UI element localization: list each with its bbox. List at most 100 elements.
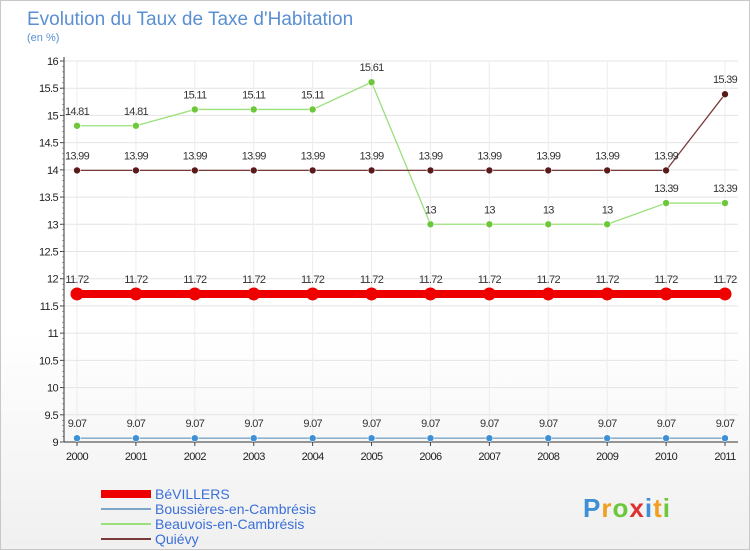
- series-2: 14.81 14.81 15.11 15.11 15.11 15.61 13 13 13 13 13…: [65, 62, 738, 229]
- data-label: 11.72: [478, 274, 502, 286]
- data-label: 9.07: [186, 418, 205, 430]
- x-tick-label: 2009: [596, 451, 619, 463]
- data-label: 11.72: [65, 274, 89, 286]
- data-point: [544, 166, 553, 175]
- y-tick-label: 12.5: [39, 247, 58, 259]
- data-label: 15.11: [183, 89, 207, 101]
- data-label: 15.39: [713, 74, 738, 86]
- legend-label: BéVILLERS: [155, 486, 230, 502]
- logo-letter: i: [645, 493, 653, 523]
- data-point: [188, 287, 202, 301]
- data-point: [721, 434, 729, 442]
- data-label: 9.07: [539, 418, 558, 430]
- data-point: [426, 220, 435, 229]
- series-layer: 9.07 9.07 9.07 9.07 9.07 9.07 9.07 9.07 9.07 9.07…: [65, 62, 738, 442]
- legend-label: Beauvois-en-Cambrésis: [155, 516, 304, 532]
- data-label: 13.99: [536, 150, 561, 162]
- data-point: [485, 434, 494, 442]
- data-point: [73, 166, 81, 175]
- data-label: 15.11: [301, 89, 325, 101]
- series-line: [77, 81, 725, 225]
- data-label: 13: [543, 204, 554, 216]
- data-point: [721, 199, 729, 207]
- logo-letter: x: [629, 493, 644, 523]
- data-label: 11.72: [537, 274, 561, 286]
- y-tick-label: 12: [47, 274, 59, 286]
- data-point: [367, 166, 376, 175]
- data-label: 13.99: [65, 150, 90, 162]
- data-label: 13: [602, 204, 613, 216]
- data-label: 11.72: [301, 274, 325, 286]
- data-point: [308, 166, 317, 175]
- data-point: [132, 166, 140, 175]
- data-point: [603, 220, 611, 229]
- data-label: 13: [484, 204, 495, 216]
- series-3: 13.99 13.99 13.99 13.99 13.99 13.99 13.99 13.99…: [65, 74, 738, 175]
- y-tick-label: 9.5: [45, 410, 59, 422]
- data-point: [249, 105, 258, 114]
- data-point: [662, 434, 670, 442]
- y-tick-label: 14.5: [39, 138, 58, 150]
- axes: 9 9.5 10 10.5 11 11.5 12 12.5 13 13.5 14 14.5 15 15.5…: [39, 56, 738, 463]
- data-label: 9.07: [480, 418, 499, 430]
- x-tick-label: 2011: [714, 451, 736, 463]
- data-point: [306, 287, 320, 301]
- data-point: [485, 166, 494, 175]
- data-label: 11.72: [242, 274, 266, 286]
- data-point: [308, 434, 317, 442]
- data-point: [247, 287, 261, 301]
- data-point: [308, 105, 317, 114]
- data-label: 9.07: [716, 418, 735, 430]
- data-point: [544, 434, 553, 442]
- data-label: 13.99: [360, 150, 385, 162]
- data-point: [426, 166, 435, 175]
- data-label: 13.39: [713, 183, 738, 195]
- x-tick-label: 2005: [361, 451, 384, 463]
- y-tick-label: 13.5: [39, 192, 58, 204]
- data-point: [718, 287, 732, 301]
- data-point: [73, 121, 81, 130]
- data-point: [423, 287, 437, 301]
- data-label: 9.07: [362, 418, 381, 430]
- y-tick-label: 10: [47, 383, 59, 395]
- data-label: 13.99: [654, 150, 679, 162]
- data-point: [249, 166, 258, 175]
- series-line: [77, 93, 726, 172]
- y-tick-label: 15: [47, 110, 59, 122]
- y-tick-label: 13: [47, 219, 59, 231]
- data-label: 11.72: [596, 274, 620, 286]
- logo-letter: i: [663, 493, 671, 523]
- series-0: 11.72 11.72 11.72 11.72 11.72 11.72 11.72 11.72…: [65, 274, 738, 301]
- y-tick-label: 16: [47, 56, 59, 68]
- data-label: 13.99: [477, 150, 502, 162]
- x-tick-label: 2002: [184, 451, 207, 463]
- data-point: [541, 287, 555, 301]
- data-label: 13.99: [595, 150, 620, 162]
- x-tick-label: 2006: [419, 451, 442, 463]
- data-point: [600, 287, 614, 301]
- data-label: 13.99: [183, 150, 208, 162]
- chart-subtitle: (en %): [27, 32, 59, 44]
- legend: BéVILLERSBoussières-en-CambrésisBeauvois…: [101, 486, 316, 547]
- series-1: 9.07 9.07 9.07 9.07 9.07 9.07 9.07 9.07 9.07 9.07…: [68, 418, 736, 442]
- data-point: [73, 434, 81, 442]
- data-point: [544, 220, 553, 229]
- data-point: [365, 287, 379, 301]
- data-point: [721, 90, 729, 99]
- data-point: [485, 220, 494, 229]
- logo-letter: P: [583, 493, 601, 523]
- data-point: [367, 78, 376, 87]
- x-tick-label: 2008: [537, 451, 560, 463]
- data-label: 9.07: [421, 418, 440, 430]
- data-label: 14.81: [124, 106, 149, 118]
- y-tick-label: 15.5: [39, 83, 58, 95]
- data-point: [249, 434, 258, 442]
- data-point: [426, 434, 435, 442]
- data-label: 11.72: [419, 274, 443, 286]
- logo-letter: o: [612, 493, 629, 523]
- y-tick-label: 9: [52, 437, 58, 449]
- x-tick-label: 2007: [478, 451, 501, 463]
- data-label: 13.99: [418, 150, 443, 162]
- y-tick-label: 11: [48, 328, 59, 340]
